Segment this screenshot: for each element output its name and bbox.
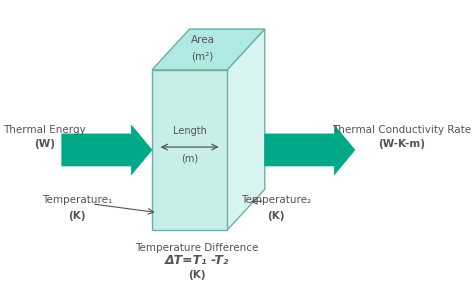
Polygon shape	[265, 125, 355, 175]
Polygon shape	[62, 125, 152, 175]
Text: (m): (m)	[181, 154, 198, 164]
Text: Temperature Difference: Temperature Difference	[136, 243, 259, 252]
Text: (K): (K)	[68, 211, 86, 221]
Text: Thermal Conductivity Rate: Thermal Conductivity Rate	[332, 124, 472, 135]
Text: (K): (K)	[267, 211, 285, 221]
Text: (K): (K)	[188, 270, 206, 280]
Text: Length: Length	[173, 126, 207, 136]
Text: Thermal Energy: Thermal Energy	[3, 124, 86, 135]
Text: (W): (W)	[35, 139, 55, 149]
Polygon shape	[152, 29, 265, 70]
Text: (m²): (m²)	[191, 51, 214, 61]
Polygon shape	[227, 29, 265, 230]
Text: Temperature₁: Temperature₁	[42, 195, 112, 205]
Text: Area: Area	[191, 35, 215, 45]
Polygon shape	[152, 70, 227, 230]
Text: (W-K-m): (W-K-m)	[378, 139, 426, 149]
Text: ΔT=T₁ -T₂: ΔT=T₁ -T₂	[165, 254, 229, 267]
Text: Temperature₂: Temperature₂	[241, 195, 311, 205]
